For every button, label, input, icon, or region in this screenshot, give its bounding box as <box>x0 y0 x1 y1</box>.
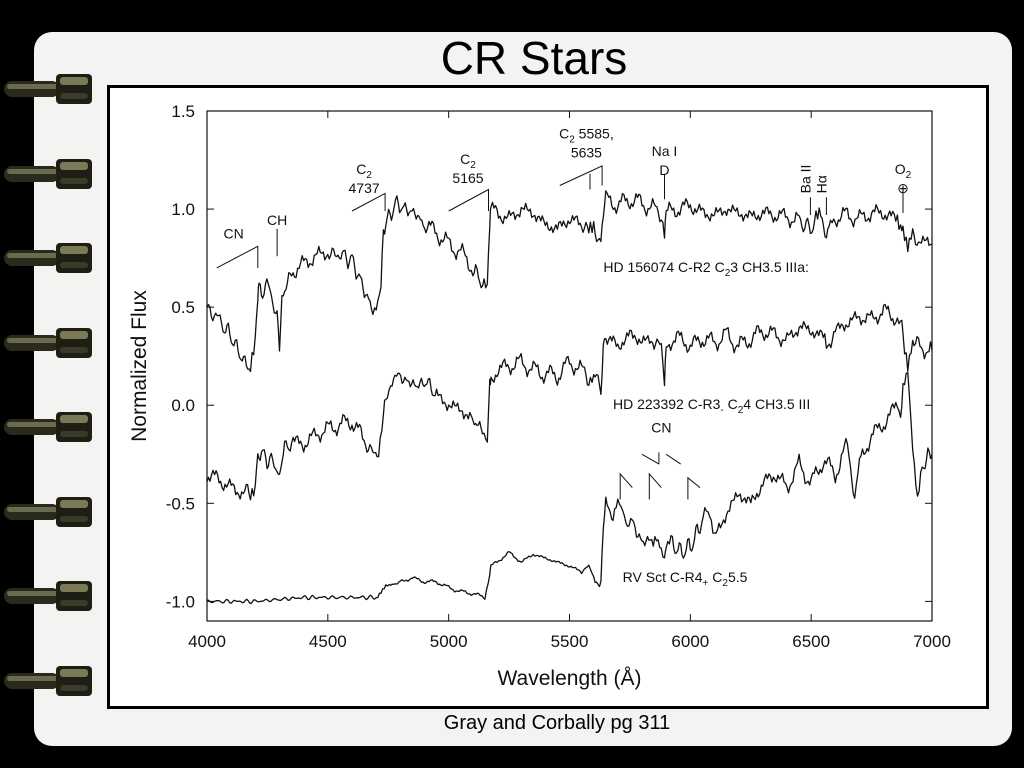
feature-marker <box>619 472 633 500</box>
spectrum-line <box>206 190 933 373</box>
series-label: HD 223392 C-R3- C24 CH3.5 III <box>613 396 810 416</box>
feature-annotation-vertical: Hα <box>813 175 829 193</box>
feature-annotation: CN <box>651 420 671 436</box>
binder-ring <box>4 326 92 360</box>
feature-marker <box>559 165 603 186</box>
feature-annotation: D <box>659 162 669 178</box>
y-tick-label: 0.0 <box>171 396 195 415</box>
feature-annotation: CN <box>223 226 243 242</box>
feature-marker <box>351 192 386 212</box>
x-tick-label: 4500 <box>309 632 347 651</box>
feature-annotation: 5635 <box>571 144 602 160</box>
spectra-chart: 4000 4500 5000 5500 6000 6500 7000 -1.0 -0.5 0.0 0… <box>128 102 951 690</box>
feature-annotation: 5165 <box>452 170 483 186</box>
y-tick-label: -0.5 <box>166 494 195 513</box>
feature-annotation: 4737 <box>349 180 380 196</box>
x-tick-label: 6500 <box>792 632 830 651</box>
figure-frame: 4000 4500 5000 5500 6000 6500 7000 -1.0 -0.5 0.0 0… <box>107 85 989 709</box>
feature-annotation: O2 <box>895 161 912 181</box>
spectrum-line <box>206 303 933 501</box>
feature-marker <box>665 453 681 465</box>
x-tick-label: 5000 <box>430 632 468 651</box>
feature-annotation: C2 <box>356 161 372 181</box>
binder-ring <box>4 664 92 698</box>
x-tick-label: 7000 <box>913 632 951 651</box>
feature-annotation: C2 5585, <box>559 125 614 145</box>
binder-ring <box>4 579 92 613</box>
feature-marker <box>641 453 660 465</box>
y-tick-label: 0.5 <box>171 298 195 317</box>
slide-title: CR Stars <box>440 32 628 84</box>
x-tick-label: 5500 <box>551 632 589 651</box>
y-axis-title: Normalized Flux <box>128 290 151 442</box>
x-axis-title: Wavelength (Å) <box>498 667 642 690</box>
y-tick-label: 1.5 <box>171 102 195 121</box>
y-tick-label: -1.0 <box>166 592 195 611</box>
binder-ring <box>4 495 92 529</box>
binder-ring <box>4 241 92 275</box>
feature-marker <box>687 476 701 500</box>
feature-marker <box>448 188 489 212</box>
y-tick-label: 1.0 <box>171 200 195 219</box>
feature-annotation: Na I <box>652 143 678 159</box>
spectrum-line <box>207 372 933 605</box>
x-tick-label: 6000 <box>671 632 709 651</box>
binder-ring <box>4 72 92 106</box>
feature-annotation: ⊕ <box>897 180 909 196</box>
feature-marker <box>648 472 662 500</box>
series-label: HD 156074 C-R2 C23 CH3.5 IIIa: <box>603 259 809 279</box>
feature-annotation: C2 <box>460 151 476 171</box>
x-tick-label: 4000 <box>188 632 226 651</box>
feature-annotation: CH <box>267 212 287 228</box>
slide-caption: Gray and Corbally pg 311 <box>443 712 671 734</box>
binder-ring <box>4 157 92 191</box>
series-label: RV Sct C-R4+ C25.5 <box>623 569 748 589</box>
feature-marker <box>216 245 259 269</box>
binder-ring <box>4 410 92 444</box>
feature-annotation-vertical: Ba II <box>797 165 813 194</box>
